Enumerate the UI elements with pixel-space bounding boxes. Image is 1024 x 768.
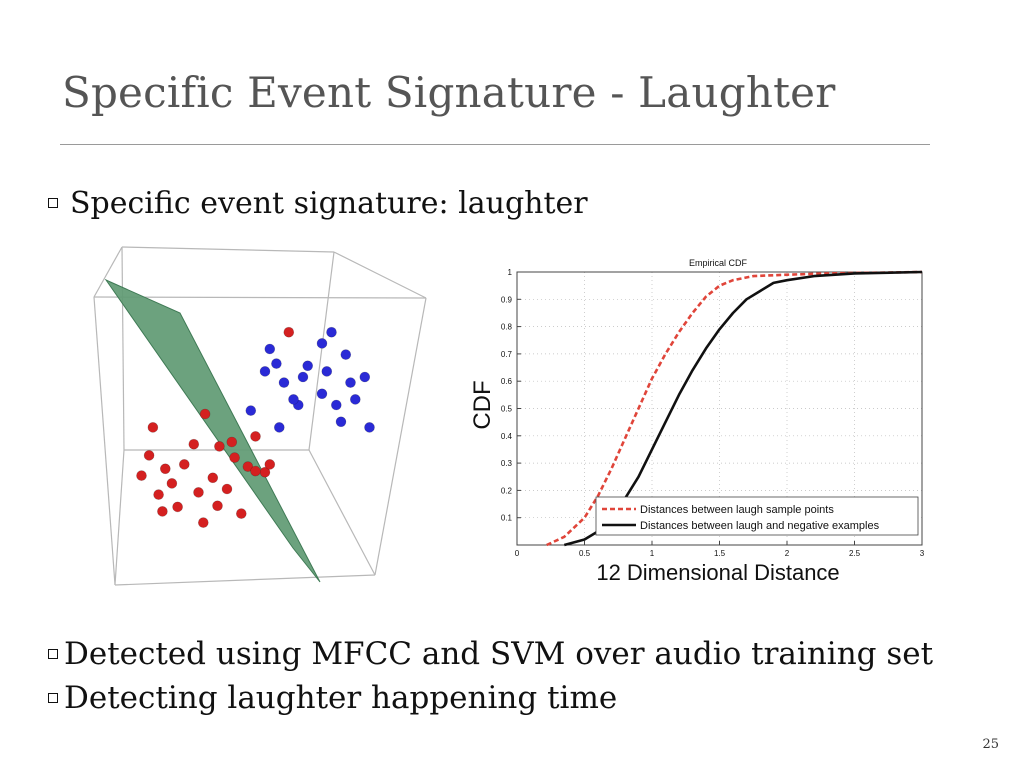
legend-label-series-2: Distances between laugh and negative exa… bbox=[640, 520, 880, 532]
y-tick-label: 1 bbox=[508, 268, 513, 277]
legend: Distances between laugh sample points Di… bbox=[595, 496, 919, 536]
x-tick-label: 1.5 bbox=[714, 549, 726, 558]
scatter-point bbox=[316, 388, 328, 400]
title-divider bbox=[60, 144, 930, 145]
scatter-point bbox=[199, 408, 211, 420]
y-tick-label: 0.2 bbox=[501, 486, 513, 495]
x-tick-label: 0 bbox=[515, 549, 520, 558]
scatter-point bbox=[250, 431, 261, 442]
svm-points bbox=[136, 326, 375, 528]
box-edge bbox=[121, 246, 335, 253]
scatter-point bbox=[179, 459, 190, 470]
bullet-box-icon bbox=[48, 648, 58, 659]
bullet-1-text: Specific event signature: laughter bbox=[70, 186, 588, 221]
scatter-point bbox=[326, 326, 337, 338]
x-axis-label: 12 Dimensional Distance bbox=[596, 560, 839, 585]
axis-ticks: 0 0.5 1 1.5 2 2.5 3 0.1 0.2 0.3 0.4 0.5 0.6 0.7 0.8 0.9… bbox=[501, 268, 925, 558]
box-edge bbox=[93, 246, 123, 298]
box-edge bbox=[114, 449, 125, 586]
scatter-point bbox=[250, 465, 261, 477]
scatter-point bbox=[207, 472, 219, 484]
y-tick-label: 0.3 bbox=[501, 459, 513, 468]
bullet-1: Specific event signature: laughter bbox=[48, 186, 588, 221]
svm-hyperplane bbox=[104, 278, 321, 583]
legend-label-series-1: Distances between laugh sample points bbox=[640, 504, 834, 516]
y-tick-label: 0.4 bbox=[501, 432, 513, 441]
scatter-point bbox=[236, 508, 247, 519]
bullet-3-text: Detecting laughter happening time bbox=[64, 680, 618, 716]
scatter-point bbox=[288, 394, 299, 405]
scatter-point bbox=[259, 366, 271, 377]
scatter-point bbox=[349, 394, 361, 405]
box-edge bbox=[308, 449, 376, 576]
box-edge bbox=[114, 574, 376, 586]
x-tick-label: 0.5 bbox=[579, 549, 591, 558]
chart-title: Empirical CDF bbox=[689, 258, 748, 268]
scatter-point bbox=[160, 463, 171, 475]
scatter-point bbox=[331, 399, 342, 411]
box-edge bbox=[93, 296, 427, 299]
scatter-point bbox=[136, 470, 147, 481]
bullet-2-text: Detected using MFCC and SVM over audio t… bbox=[64, 636, 934, 672]
y-tick-label: 0.5 bbox=[501, 405, 513, 414]
page-number: 25 bbox=[982, 737, 999, 752]
box-edge bbox=[121, 246, 125, 451]
scatter-point bbox=[147, 422, 159, 433]
scatter-point bbox=[242, 461, 254, 472]
scatter-point bbox=[316, 338, 328, 349]
x-tick-label: 2 bbox=[785, 549, 790, 558]
y-tick-label: 0.1 bbox=[501, 514, 513, 523]
y-tick-label: 0.6 bbox=[501, 377, 513, 386]
scatter-point bbox=[143, 450, 155, 461]
bullet-box-icon bbox=[48, 198, 58, 208]
scatter-point bbox=[345, 377, 356, 388]
plot-3d-box bbox=[93, 246, 427, 586]
scatter-point bbox=[278, 377, 290, 388]
scatter-point bbox=[271, 358, 282, 369]
scatter-point bbox=[188, 438, 200, 450]
box-edge bbox=[374, 297, 427, 576]
y-axis-label: CDF bbox=[469, 380, 496, 429]
scatter-point bbox=[198, 517, 209, 528]
y-tick-label: 0.7 bbox=[501, 350, 513, 359]
y-tick-label: 0.9 bbox=[501, 295, 513, 304]
scatter-point bbox=[193, 487, 204, 498]
x-tick-label: 3 bbox=[920, 549, 925, 558]
scatter-point bbox=[264, 459, 276, 470]
scatter-point bbox=[229, 452, 240, 463]
scatter-point bbox=[166, 478, 178, 489]
legend-box bbox=[595, 496, 919, 536]
box-edge bbox=[93, 296, 116, 586]
scatter-point bbox=[321, 366, 333, 377]
bullet-box-icon bbox=[48, 692, 58, 703]
scatter-point bbox=[335, 416, 347, 428]
scatter-point bbox=[153, 489, 164, 500]
scatter-point bbox=[297, 371, 309, 383]
scatter-point bbox=[359, 371, 371, 383]
scatter-point bbox=[226, 436, 238, 448]
x-tick-label: 1 bbox=[650, 549, 655, 558]
svm-3d-plot bbox=[93, 246, 427, 586]
cdf-chart: Empirical CDF CDF 12 Dimensional Distanc… bbox=[469, 258, 925, 585]
scatter-point bbox=[340, 349, 352, 360]
scatter-point bbox=[302, 360, 313, 372]
chart-grid bbox=[517, 272, 922, 545]
box-edge bbox=[308, 251, 335, 451]
scatter-point bbox=[157, 506, 168, 517]
scatter-point bbox=[214, 441, 225, 452]
scatter-point bbox=[172, 501, 183, 513]
slide-title: Specific Event Signature - Laughter bbox=[62, 68, 836, 117]
x-tick-label: 2.5 bbox=[849, 549, 861, 558]
bullet-2: Detected using MFCC and SVM over audio t… bbox=[48, 636, 933, 672]
scatter-point bbox=[364, 422, 375, 433]
box-edge bbox=[333, 251, 427, 299]
y-tick-label: 0.8 bbox=[501, 323, 513, 332]
scatter-point bbox=[212, 500, 223, 512]
scatter-point bbox=[274, 422, 285, 433]
scatter-point bbox=[221, 483, 233, 495]
scatter-point bbox=[283, 326, 295, 338]
bullet-3: Detecting laughter happening time bbox=[48, 680, 617, 716]
scatter-point bbox=[264, 343, 276, 355]
scatter-point bbox=[245, 405, 257, 416]
